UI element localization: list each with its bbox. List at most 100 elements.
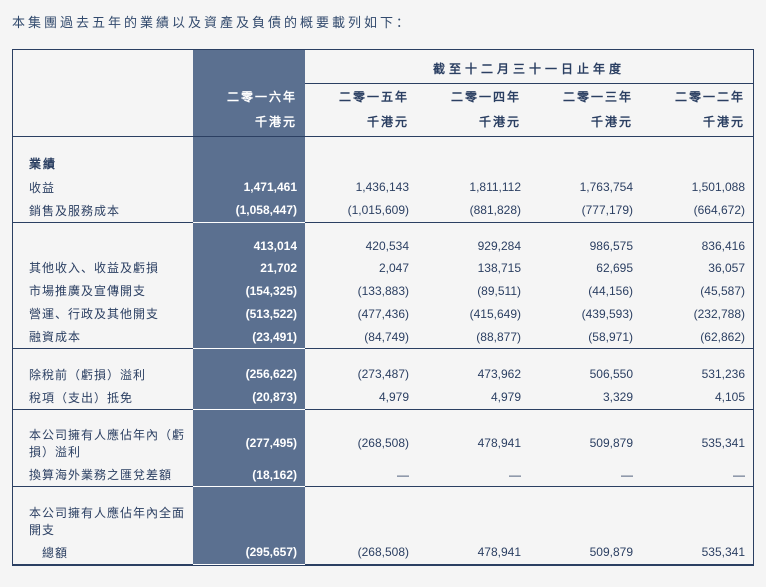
cell: 138,715 bbox=[417, 256, 529, 279]
cell: (777,179) bbox=[529, 199, 641, 223]
cell: 836,416 bbox=[641, 236, 753, 256]
label-tax: 稅項（支出）抵免 bbox=[13, 386, 193, 410]
label-pbt: 除稅前（虧損）溢利 bbox=[13, 363, 193, 386]
header-units: 千港元 千港元 千港元 千港元 千港元 bbox=[13, 109, 753, 137]
cell: (88,877) bbox=[417, 325, 529, 349]
cell: 509,879 bbox=[529, 541, 641, 565]
label-finance: 融資成本 bbox=[13, 325, 193, 349]
cell: (45,587) bbox=[641, 279, 753, 302]
cell: (415,649) bbox=[417, 302, 529, 325]
row-tci-label: 本公司擁有人應佔年內全面開支 bbox=[13, 501, 753, 541]
cell: (477,436) bbox=[305, 302, 417, 325]
cell: (18,162) bbox=[193, 463, 305, 487]
cell: 413,014 bbox=[193, 236, 305, 256]
cell: (513,522) bbox=[193, 302, 305, 325]
label-marketing: 市場推廣及宣傳開支 bbox=[13, 279, 193, 302]
cell: 478,941 bbox=[417, 423, 529, 463]
label-fx: 換算海外業務之匯兌差額 bbox=[13, 463, 193, 487]
year-2014: 二零一四年 bbox=[417, 84, 529, 110]
unit-2012: 千港元 bbox=[641, 109, 753, 137]
label-owners-profit: 本公司擁有人應佔年內（虧損）溢利 bbox=[13, 423, 193, 463]
header-years: 二零一六年 二零一五年 二零一四年 二零一三年 二零一二年 bbox=[13, 84, 753, 110]
results-title: 業績 bbox=[13, 151, 193, 176]
cell: 1,436,143 bbox=[305, 176, 417, 199]
cell: 478,941 bbox=[417, 541, 529, 565]
cell: 929,284 bbox=[417, 236, 529, 256]
financial-summary-table: 截至十二月三十一日止年度 二零一六年 二零一五年 二零一四年 二零一三年 二零一… bbox=[12, 49, 754, 566]
row-cos: 銷售及服務成本 (1,058,447) (1,015,609) (881,828… bbox=[13, 199, 753, 223]
header-superrow: 截至十二月三十一日止年度 bbox=[13, 50, 753, 84]
row-fx: 換算海外業務之匯兌差額 (18,162) — — — — bbox=[13, 463, 753, 487]
year-2015: 二零一五年 bbox=[305, 84, 417, 110]
cell: (268,508) bbox=[305, 541, 417, 565]
cell: (58,971) bbox=[529, 325, 641, 349]
cell: 1,811,112 bbox=[417, 176, 529, 199]
cell: (20,873) bbox=[193, 386, 305, 410]
cell: 535,341 bbox=[641, 423, 753, 463]
label-admin: 營運、行政及其他開支 bbox=[13, 302, 193, 325]
label-revenue: 收益 bbox=[13, 176, 193, 199]
cell: 506,550 bbox=[529, 363, 641, 386]
cell: — bbox=[417, 463, 529, 487]
row-gross: 413,014 420,534 929,284 986,575 836,416 bbox=[13, 236, 753, 256]
cell: (232,788) bbox=[641, 302, 753, 325]
cell: 1,763,754 bbox=[529, 176, 641, 199]
label-cos: 銷售及服務成本 bbox=[13, 199, 193, 223]
cell: 473,962 bbox=[417, 363, 529, 386]
cell: — bbox=[529, 463, 641, 487]
cell: (1,015,609) bbox=[305, 199, 417, 223]
cell: 62,695 bbox=[529, 256, 641, 279]
unit-2014: 千港元 bbox=[417, 109, 529, 137]
header-period: 截至十二月三十一日止年度 bbox=[305, 50, 753, 84]
year-2016: 二零一六年 bbox=[193, 84, 305, 110]
row-tci: 總額 (295,657) (268,508) 478,941 509,879 5… bbox=[13, 541, 753, 565]
cell: — bbox=[641, 463, 753, 487]
cell: 535,341 bbox=[641, 541, 753, 565]
cell: (89,511) bbox=[417, 279, 529, 302]
row-revenue: 收益 1,471,461 1,436,143 1,811,112 1,763,7… bbox=[13, 176, 753, 199]
cell: (256,622) bbox=[193, 363, 305, 386]
row-marketing: 市場推廣及宣傳開支 (154,325) (133,883) (89,511) (… bbox=[13, 279, 753, 302]
cell: 531,236 bbox=[641, 363, 753, 386]
cell: (268,508) bbox=[305, 423, 417, 463]
row-tax: 稅項（支出）抵免 (20,873) 4,979 4,979 3,329 4,10… bbox=[13, 386, 753, 410]
cell: 2,047 bbox=[305, 256, 417, 279]
cell: — bbox=[305, 463, 417, 487]
cell: 21,702 bbox=[193, 256, 305, 279]
label-other-income: 其他收入、收益及虧損 bbox=[13, 256, 193, 279]
cell: 3,329 bbox=[529, 386, 641, 410]
unit-2016: 千港元 bbox=[193, 109, 305, 137]
unit-2013: 千港元 bbox=[529, 109, 641, 137]
label-tci-line1: 本公司擁有人應佔年內全面開支 bbox=[13, 501, 193, 541]
cell: 1,501,088 bbox=[641, 176, 753, 199]
row-owners-profit: 本公司擁有人應佔年內（虧損）溢利 (277,495) (268,508) 478… bbox=[13, 423, 753, 463]
label-tci-line2: 總額 bbox=[13, 541, 193, 565]
year-2012: 二零一二年 bbox=[641, 84, 753, 110]
cell: (84,749) bbox=[305, 325, 417, 349]
cell: (1,058,447) bbox=[193, 199, 305, 223]
unit-2015: 千港元 bbox=[305, 109, 417, 137]
label-gross bbox=[13, 236, 193, 256]
intro-text: 本集團過去五年的業績以及資產及負債的概要載列如下： bbox=[12, 12, 754, 31]
cell: (439,593) bbox=[529, 302, 641, 325]
cell: (273,487) bbox=[305, 363, 417, 386]
cell: 986,575 bbox=[529, 236, 641, 256]
cell: (295,657) bbox=[193, 541, 305, 565]
cell: (881,828) bbox=[417, 199, 529, 223]
cell: 420,534 bbox=[305, 236, 417, 256]
cell: (62,862) bbox=[641, 325, 753, 349]
cell: 4,105 bbox=[641, 386, 753, 410]
cell: (277,495) bbox=[193, 423, 305, 463]
cell: 1,471,461 bbox=[193, 176, 305, 199]
year-2013: 二零一三年 bbox=[529, 84, 641, 110]
cell: (23,491) bbox=[193, 325, 305, 349]
cell: 4,979 bbox=[305, 386, 417, 410]
cell: 509,879 bbox=[529, 423, 641, 463]
section-results: 業績 bbox=[13, 151, 753, 176]
row-finance: 融資成本 (23,491) (84,749) (88,877) (58,971)… bbox=[13, 325, 753, 349]
cell: (664,672) bbox=[641, 199, 753, 223]
row-other-income: 其他收入、收益及虧損 21,702 2,047 138,715 62,695 3… bbox=[13, 256, 753, 279]
cell: (154,325) bbox=[193, 279, 305, 302]
cell: (133,883) bbox=[305, 279, 417, 302]
cell: 36,057 bbox=[641, 256, 753, 279]
